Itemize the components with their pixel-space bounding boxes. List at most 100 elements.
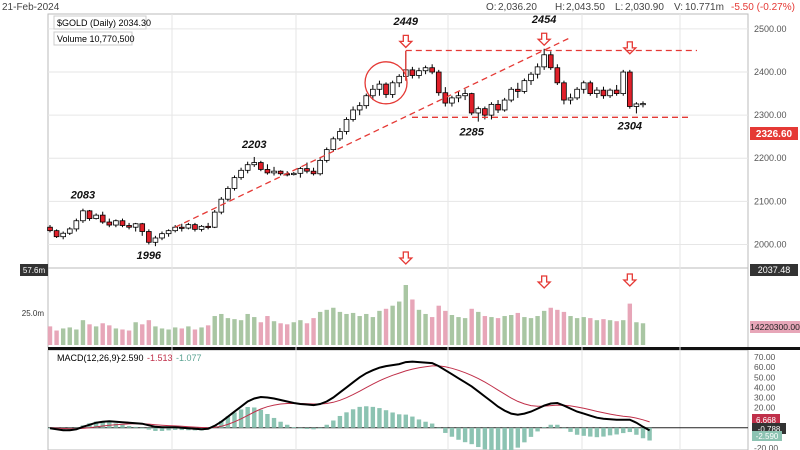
macd-histogram-bar (93, 421, 99, 428)
volume-bar (489, 317, 494, 345)
header-volume-value: 10.771m (685, 2, 724, 13)
macd-histogram-bar (449, 427, 455, 437)
volume-bar (377, 310, 382, 345)
volume-bar (166, 329, 171, 345)
macd-histogram-bar (159, 427, 165, 431)
macd-histogram-bar (113, 423, 119, 428)
macd-histogram-bar (581, 427, 586, 436)
macd-line (49, 360, 651, 432)
volume-bar (397, 301, 402, 345)
volume-bar (93, 326, 99, 345)
volume-bar (47, 326, 53, 345)
volume-bar (285, 324, 290, 345)
candle-body (337, 131, 343, 140)
candle-body (185, 224, 192, 229)
macd-badge (752, 431, 782, 441)
candle-body (442, 92, 449, 104)
candle-body (165, 230, 172, 235)
macd-histogram-bar (291, 427, 296, 428)
macd-histogram-bar (258, 409, 264, 428)
macd-histogram-bar (541, 427, 547, 428)
candle-body (389, 82, 396, 95)
volume-bar (528, 318, 534, 345)
volume-bar (588, 318, 593, 345)
macd-histogram-bar (331, 420, 336, 428)
macd-histogram-bar (502, 427, 507, 450)
macd-histogram-bar (614, 427, 619, 435)
macd-tick-label: 40.00 (754, 382, 776, 392)
macd-histogram-bar (364, 406, 369, 428)
last-price-text: 2326.60 (756, 129, 793, 140)
macd-badge-text: -2.590 (756, 432, 779, 441)
volume-bar (172, 327, 178, 345)
price-tick-label: 2400.00 (754, 67, 787, 77)
macd-histogram-bar (601, 427, 606, 437)
macd-legend-name[interactable]: MACD(12,26,9) (57, 353, 120, 363)
panel-divider (48, 347, 800, 350)
candle-body (53, 230, 60, 238)
price-level-label: 2449 (393, 16, 419, 28)
header-open-label: O: (486, 2, 497, 13)
volume-bar (179, 328, 184, 345)
macd-histogram-bar (120, 424, 125, 428)
volume-bar (133, 322, 138, 345)
volume-bar (54, 330, 59, 345)
volume-bar (515, 312, 521, 345)
volume-bar (443, 310, 448, 345)
volume-bar (278, 323, 283, 345)
volume-bars (47, 285, 646, 345)
candle-body (528, 73, 534, 82)
macd-histogram-bar (634, 427, 639, 435)
macd-histogram-bar (271, 417, 277, 428)
macd-histogram-bar (627, 427, 633, 433)
macd-histogram-bar (153, 427, 158, 431)
volume-bar (107, 325, 112, 345)
macd-histogram-bar (225, 416, 231, 428)
symbol-legend[interactable]: $GOLD (Daily) 2034.30 (57, 18, 151, 28)
macd-histogram-bar (522, 427, 527, 443)
volume-bar (469, 308, 474, 345)
macd-histogram-bar (383, 410, 389, 428)
macd-histogram-bar (219, 420, 224, 428)
macd-histogram-bar (436, 427, 441, 429)
candlesticks (47, 48, 646, 247)
volume-current-badge (750, 321, 800, 333)
macd-tick-label: 30.00 (754, 392, 776, 402)
volume-bar (410, 299, 415, 345)
volume-bar (245, 313, 250, 345)
volume-bar (192, 329, 198, 345)
macd-histogram-bar (594, 427, 600, 438)
macd-legend-v3: -1.077 (176, 353, 202, 363)
macd-histogram-bar (377, 408, 382, 428)
candle-body (633, 103, 640, 107)
volume-legend[interactable]: Volume 10,770,500 (57, 34, 135, 44)
candle-body (422, 67, 429, 72)
volume-bar (370, 317, 376, 345)
price-tick-label: 2500.00 (754, 24, 787, 34)
macd-histogram-bar (489, 427, 494, 450)
candle-body (561, 82, 567, 101)
macd-histogram-bar (456, 427, 461, 440)
volume-bar (357, 316, 362, 345)
volume-bar (126, 330, 132, 345)
macd-legend-v1: -2.590 (118, 353, 144, 363)
candle-body (356, 105, 363, 111)
macd-histogram-bar (528, 427, 534, 437)
macd-lines (49, 360, 651, 432)
candle-body (93, 214, 99, 219)
candle-body (580, 82, 587, 90)
symbol-legend-box (53, 15, 147, 30)
volume-bar (621, 320, 626, 345)
macd-histogram-bar (495, 427, 501, 450)
macd-histogram-bar (410, 416, 415, 428)
candle-body (225, 188, 231, 200)
macd-histogram-bar (555, 424, 560, 428)
volume-bar (607, 320, 613, 345)
volume-bar (436, 305, 441, 345)
candle-body (554, 67, 561, 84)
volume-bar (146, 320, 152, 345)
price-level-label: 2454 (531, 14, 556, 26)
macd-histogram-bar (429, 423, 435, 428)
macd-histogram-bar (370, 406, 376, 428)
signal-line (49, 365, 650, 430)
